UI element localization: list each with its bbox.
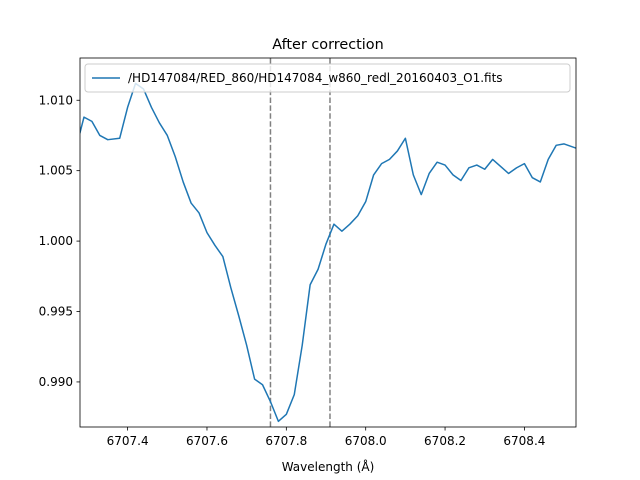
x-tick-label: 6707.6 [186,434,228,448]
y-tick-label: 0.990 [39,375,73,389]
x-tick-label: 6708.4 [503,434,545,448]
legend-box-group: /HD147084/RED_860/HD147084_w860_redl_201… [84,63,571,93]
y-tick-label: 1.005 [39,164,73,178]
axes-frame [79,57,577,428]
plot-clipped-group [80,58,576,427]
series-line-1 [80,82,576,423]
axes: 6707.4 6707.6 6707.8 6708.0 6708.2 6708.4 0.99… [39,57,577,448]
plot-area [80,58,576,427]
chart-title: After correction [272,37,383,53]
x-tick-label: 6707.4 [107,434,149,448]
x-tick-label: 6708.2 [424,434,466,448]
y-tick-label: 1.000 [39,234,73,248]
legend-entry-1: /HD147084/RED_860/HD147084_w860_redl_201… [128,71,503,85]
legend-frame [84,63,571,93]
y-tick-label: 1.010 [39,93,73,107]
y-tick-label: 0.995 [39,305,73,319]
x-tick-label: 6708.0 [345,434,387,448]
x-axis-label: Wavelength (Å) [282,459,375,474]
x-tick-label: 6707.8 [265,434,307,448]
legend: /HD147084/RED_860/HD147084_w860_redl_201… [84,63,571,93]
